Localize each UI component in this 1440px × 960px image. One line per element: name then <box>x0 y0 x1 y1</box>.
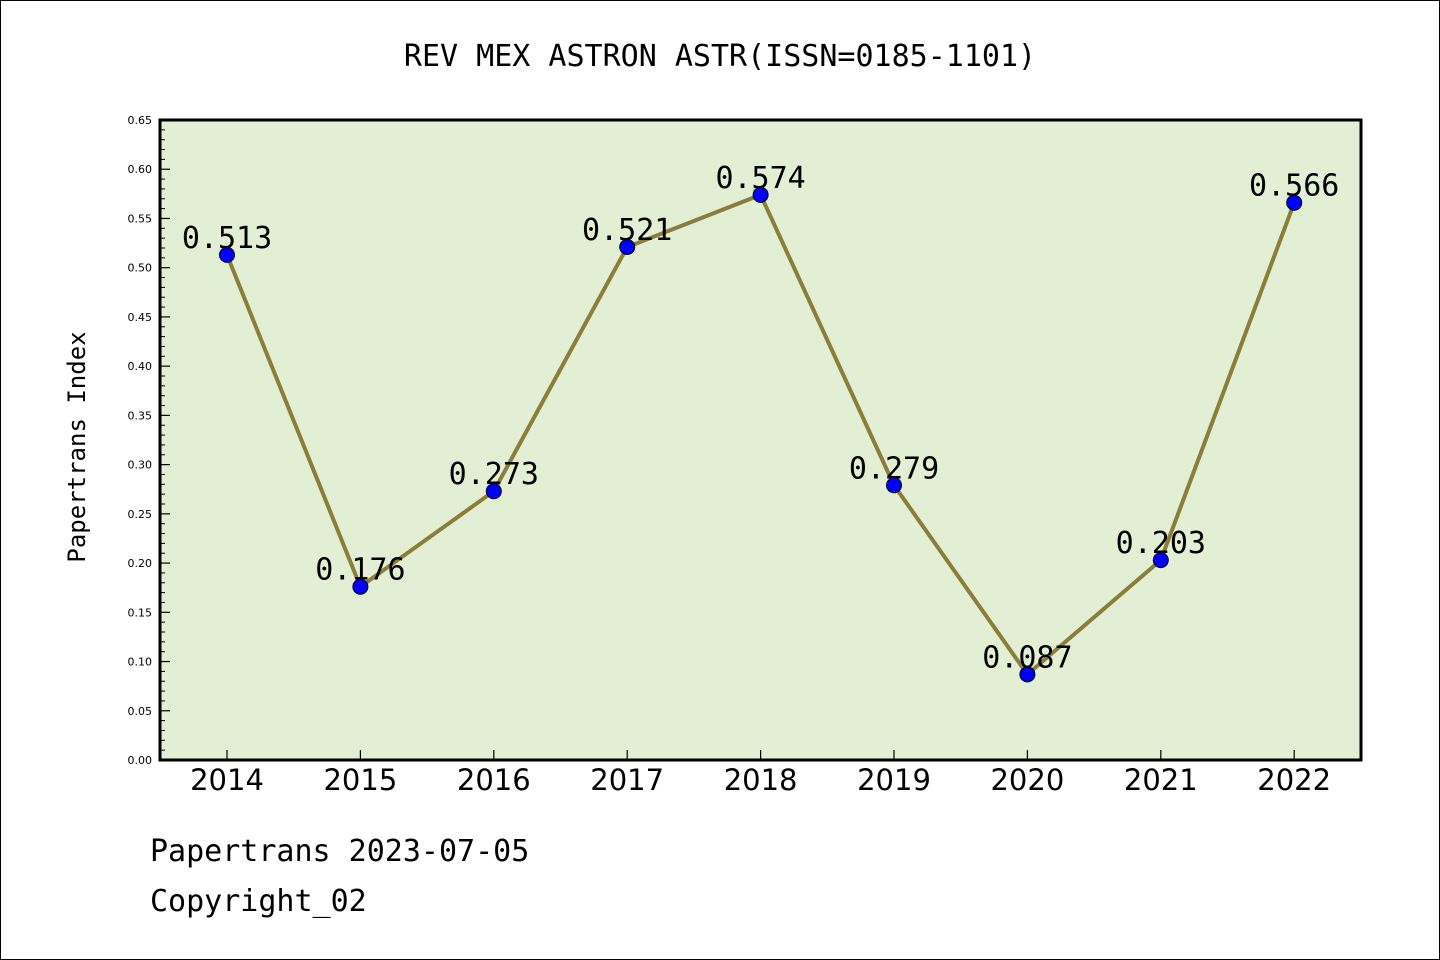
y-tick-label: 0.65 <box>128 114 153 127</box>
x-tick-label: 2020 <box>990 763 1064 797</box>
y-tick-label: 0.00 <box>128 754 153 767</box>
y-tick-label: 0.10 <box>128 656 153 669</box>
data-point-2015 <box>352 578 369 595</box>
y-tick-label: 0.35 <box>128 409 153 422</box>
x-tick-label: 2015 <box>323 763 397 797</box>
chart-title: REV MEX ASTRON ASTR(ISSN=0185-1101) <box>404 39 1036 74</box>
data-label-2015: 0.176 <box>315 553 405 588</box>
data-label-2017: 0.521 <box>582 213 672 248</box>
data-point-2017 <box>619 239 636 256</box>
data-point-2021 <box>1152 552 1169 569</box>
data-label-2014: 0.513 <box>182 221 272 256</box>
data-point-2014 <box>219 246 235 263</box>
data-label-2016: 0.273 <box>449 457 539 492</box>
data-point-2022 <box>1286 194 1303 211</box>
data-label-2020: 0.087 <box>982 640 1072 675</box>
y-tick-label: 0.30 <box>128 459 153 472</box>
x-tick-label: 2017 <box>590 763 664 797</box>
data-label-2018: 0.574 <box>715 161 805 196</box>
x-axis: 2014 2015 2016 2017 2018 2019 2020 2021 2022 <box>190 750 1331 797</box>
data-point-2019 <box>886 477 902 494</box>
footer-date: Papertrans 2023-07-05 <box>150 834 530 869</box>
x-tick-label: 2014 <box>190 763 264 797</box>
y-tick-label: 0.05 <box>128 705 153 718</box>
y-tick-label: 0.55 <box>128 212 153 225</box>
plot-area <box>158 118 1363 762</box>
y-tick-label: 0.20 <box>128 557 153 570</box>
data-markers <box>219 186 1303 683</box>
footer-copyright: Copyright_02 <box>150 884 367 919</box>
data-label-2022: 0.566 <box>1249 169 1339 204</box>
y-tick-label: 0.50 <box>128 262 153 275</box>
y-tick-label: 0.25 <box>128 508 153 521</box>
data-label-2021: 0.203 <box>1116 526 1206 561</box>
y-axis-label: Papertrans Index <box>63 331 91 562</box>
data-label-2019: 0.279 <box>849 451 939 486</box>
data-point-2016 <box>485 483 502 500</box>
data-point-2018 <box>752 186 769 203</box>
x-tick-label: 2018 <box>724 763 798 797</box>
data-point-2020 <box>1019 666 1036 683</box>
y-tick-label: 0.15 <box>128 606 153 619</box>
y-tick-label: 0.45 <box>128 311 153 324</box>
x-tick-label: 2016 <box>457 763 531 797</box>
data-labels: 0.513 0.176 0.273 0.521 0.574 0.279 0.087 0.203… <box>182 161 1340 676</box>
y-tick-label: 0.40 <box>128 360 153 373</box>
x-tick-label: 2019 <box>857 763 931 797</box>
y-tick-label: 0.60 <box>128 163 153 176</box>
x-tick-label: 2022 <box>1257 763 1331 797</box>
y-axis: 0.00 0.05 0.10 0.15 0.20 0.25 0.30 0.35 0.40 0.45… <box>128 114 170 767</box>
x-tick-label: 2021 <box>1124 763 1198 797</box>
